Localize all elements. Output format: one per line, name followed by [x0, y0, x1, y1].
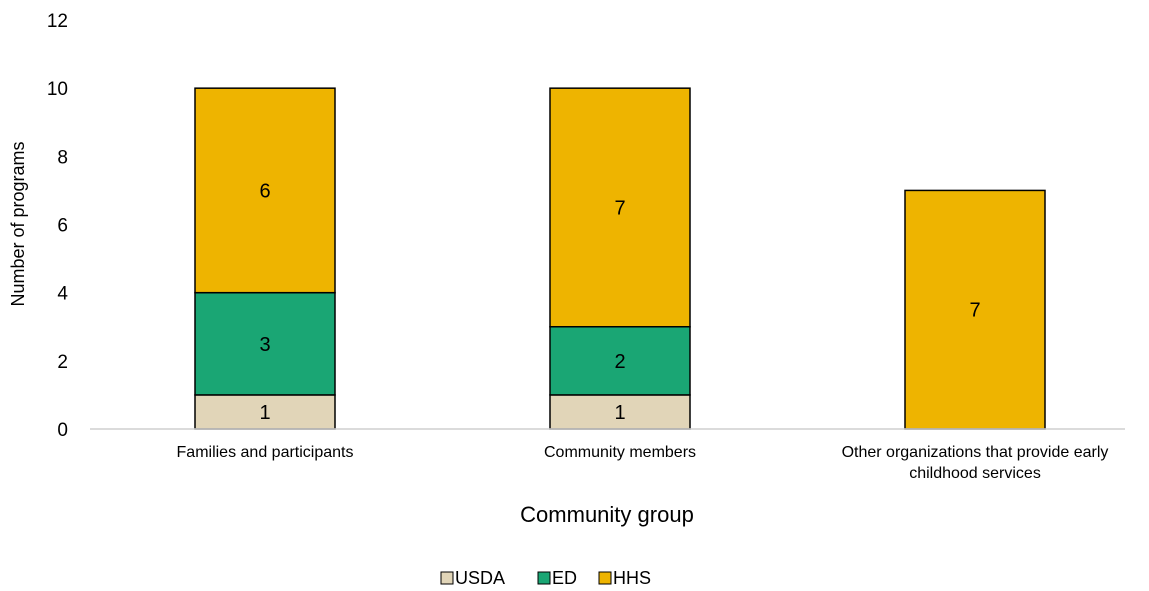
bar-segment-hhs: [194, 87, 336, 294]
y-tick-label: 6: [57, 216, 68, 237]
y-axis-title: Number of programs: [8, 141, 28, 306]
bar-segment-ed: [549, 326, 691, 396]
x-category-label: Other organizations that provide early ch…: [842, 444, 1109, 482]
legend-swatch-hhs: [598, 571, 612, 585]
y-tick-label: 2: [57, 352, 68, 373]
bar-segment-hhs: [549, 87, 691, 328]
legend-label-usda: USDA: [455, 568, 505, 588]
legend: USDA ED HHS: [440, 568, 651, 588]
legend-label-hhs: HHS: [613, 568, 651, 588]
data-labels: 1 3 6 1 2 7 7: [259, 180, 980, 424]
data-label: 7: [614, 197, 625, 219]
x-category-label: Families and participants: [177, 444, 354, 461]
bar-segment-ed: [194, 291, 336, 396]
data-label: 1: [259, 402, 270, 424]
bar-segment-usda: [194, 394, 336, 430]
data-label: 2: [614, 351, 625, 373]
data-label: 3: [259, 334, 270, 356]
y-axis-ticks: 0 2 4 6 8 10 12: [47, 11, 69, 441]
x-axis-title: Community group: [520, 502, 694, 527]
x-axis-category-labels: Families and participants Community membe…: [177, 444, 1109, 482]
y-tick-label: 10: [47, 79, 68, 100]
bars: [194, 87, 1046, 430]
legend-swatch-ed: [537, 571, 551, 585]
y-tick-label: 4: [57, 284, 68, 305]
data-label: 6: [259, 180, 270, 202]
bar-segment-usda: [549, 394, 691, 430]
y-tick-label: 12: [47, 11, 68, 32]
x-category-label: Community members: [544, 444, 696, 461]
data-label: 7: [969, 300, 980, 322]
legend-swatch-usda: [440, 571, 454, 585]
y-tick-label: 8: [57, 147, 68, 168]
data-label: 1: [614, 402, 625, 424]
y-tick-label: 0: [57, 420, 68, 441]
legend-label-ed: ED: [552, 568, 577, 588]
